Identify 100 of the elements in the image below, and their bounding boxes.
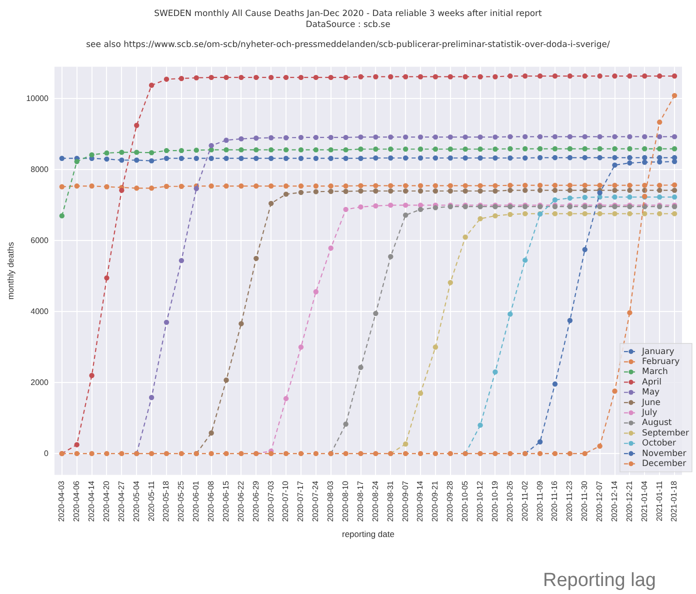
point (164, 184, 170, 189)
x-tick-label: 2020-08-31 (386, 480, 395, 522)
point (134, 122, 140, 128)
point (343, 147, 348, 152)
x-tick-label: 2020-08-03 (326, 480, 336, 522)
point (418, 146, 424, 152)
point (656, 194, 662, 200)
point (418, 183, 424, 188)
x-tick-label: 2020-06-22 (236, 480, 246, 522)
point (313, 134, 319, 140)
point (492, 450, 498, 456)
point (268, 200, 274, 206)
point (358, 204, 364, 210)
x-tick-label: 2020-12-21 (624, 480, 634, 522)
point (373, 146, 378, 152)
point (328, 74, 334, 80)
point (448, 280, 454, 286)
point (343, 188, 348, 194)
point (418, 188, 424, 194)
point (537, 182, 543, 188)
point (508, 212, 513, 218)
point (328, 147, 334, 152)
x-tick-label: 2020-09-07 (400, 480, 410, 522)
y-tick-label: 4000 (30, 306, 49, 316)
point (567, 134, 573, 140)
x-tick-label: 2020-04-27 (116, 480, 126, 522)
point (537, 450, 543, 456)
x-tick-label: 2020-06-01 (192, 480, 201, 522)
point (642, 146, 648, 152)
point (298, 74, 304, 80)
point (402, 202, 408, 208)
point (522, 182, 528, 188)
point (268, 450, 274, 456)
point (492, 74, 498, 80)
y-tick-label: 0 (44, 448, 49, 458)
point (104, 450, 110, 456)
point (552, 197, 558, 202)
point (567, 146, 573, 152)
point (522, 211, 528, 216)
x-tick-label: 2020-11-16 (550, 480, 560, 522)
point (104, 184, 110, 190)
x-tick-label: 2020-10-26 (505, 480, 514, 522)
x-tick-label: 2020-07-03 (266, 480, 276, 522)
point (104, 156, 110, 162)
point (343, 450, 348, 456)
point (597, 211, 602, 216)
point (522, 73, 528, 79)
point (582, 134, 588, 140)
point (478, 188, 483, 194)
x-tick-label: 2020-04-14 (87, 480, 96, 522)
point (478, 155, 483, 161)
x-tick-label: 2020-11-09 (535, 480, 544, 522)
point (582, 188, 588, 193)
point (298, 147, 304, 152)
point (148, 150, 154, 156)
point (672, 188, 678, 193)
point (418, 134, 424, 140)
point (597, 190, 602, 196)
point (208, 74, 214, 80)
point (478, 422, 483, 428)
point (373, 450, 378, 456)
point (224, 147, 229, 152)
point (194, 75, 199, 80)
point (478, 74, 483, 80)
point (298, 344, 304, 350)
point (552, 146, 558, 152)
point (552, 211, 558, 216)
point (208, 450, 214, 456)
point (59, 156, 65, 161)
x-tick-label: 2020-05-04 (132, 480, 141, 522)
point (178, 76, 184, 82)
text: Reporting lag (542, 570, 656, 592)
point (478, 216, 483, 222)
point (612, 155, 618, 160)
point (432, 344, 438, 350)
point (522, 258, 528, 263)
point (612, 211, 618, 216)
x-tick-label: 2020-09-28 (446, 480, 455, 522)
point (582, 450, 588, 456)
point (552, 381, 558, 387)
text: see also https://www.scb.se/om-scb/nyheter-och-pressmeddelanden/scb-publicerar-preliminar-statistik-over-doda-i-sverige/ (85, 40, 611, 51)
point (224, 183, 229, 189)
point (552, 134, 558, 140)
point (522, 146, 528, 152)
point (642, 182, 648, 188)
point (522, 155, 528, 161)
x-tick-label: 2020-04-03 (57, 480, 66, 522)
point (448, 146, 454, 152)
point (208, 183, 214, 189)
legend-label: March (642, 367, 668, 378)
point (313, 450, 319, 456)
point (402, 74, 408, 80)
point (448, 183, 454, 188)
point (492, 183, 498, 188)
point (343, 134, 348, 140)
point (462, 74, 468, 80)
x-tick-label: 2020-07-17 (296, 480, 306, 522)
y-axis-title: monthly deaths (5, 242, 16, 300)
point (432, 450, 438, 456)
point (358, 74, 364, 80)
